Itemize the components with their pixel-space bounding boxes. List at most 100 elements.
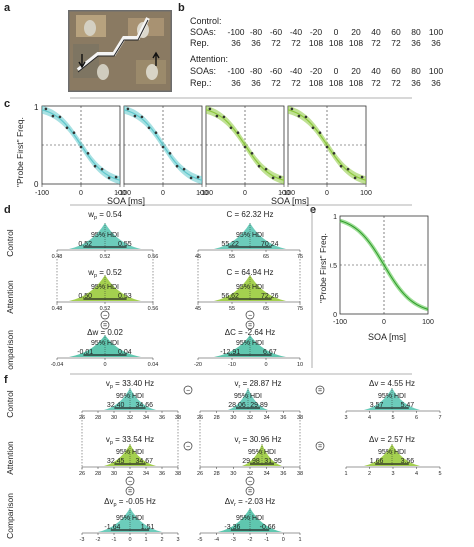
axis-tick-label: -0.04 <box>51 362 64 368</box>
axis-tick-label: -1 <box>264 537 269 543</box>
title-subscript: r <box>239 384 241 390</box>
axis-tick-label: -4 <box>214 537 219 543</box>
hdi-high: 3.56 <box>401 458 415 465</box>
posterior-title: vp = 33.40 Hz <box>106 379 154 390</box>
c-psychometric-plots: -100 0 100-100 0 100-100 0 100-100 0 100 <box>35 105 372 197</box>
row-label: Comparison <box>5 493 15 539</box>
data-point <box>147 126 151 130</box>
axis-tick-label: 38 <box>297 471 303 477</box>
hdi-label: 95% HDI <box>234 393 262 400</box>
posterior-title: wp = 0.54 <box>87 210 122 221</box>
c-subplot: -100 0 100 <box>281 105 372 197</box>
control-dv-posterior: Δv = 4.55 Hz 3.57 5.47 95% HDI 3 4 5 6 7 <box>344 379 441 421</box>
rep-cell: 108 <box>348 78 364 88</box>
e-ylabel: "Probe First" Freq. <box>318 233 328 303</box>
data-point <box>161 145 165 149</box>
title-subscript: r <box>234 502 236 508</box>
c-subplot: -100 0 100 <box>199 105 290 197</box>
soa-cell: 60 <box>391 66 401 76</box>
hdi-low: 55.22 <box>221 241 239 248</box>
x-tick-label: 0 <box>382 319 386 326</box>
x-tick-label: -100 <box>35 190 49 197</box>
soa-cell: 40 <box>371 66 381 76</box>
axis-tick-label: 28 <box>95 471 101 477</box>
hdi-label: 95% HDI <box>378 393 406 400</box>
hdi-high: 0.04 <box>118 349 132 356</box>
hdi-label: 95% HDI <box>91 232 119 239</box>
soa-cell: -80 <box>249 66 263 76</box>
axis-tick-label: 28 <box>214 415 220 421</box>
y-tick-label: 0 <box>333 312 337 319</box>
data-point <box>250 151 254 155</box>
rep-cell: 36 <box>231 38 241 48</box>
title-value: = 33.54 Hz <box>113 435 154 444</box>
hdi-high: 70.24 <box>261 241 279 248</box>
posterior-title: Δvp = -0.05 Hz <box>104 497 156 508</box>
soa-cell: -40 <box>289 66 303 76</box>
axis-tick-label: 26 <box>197 471 203 477</box>
c-xlabel-right: SOA [ms] <box>271 196 310 206</box>
data-point <box>360 175 364 179</box>
c-ytick-1: 1 <box>34 103 39 112</box>
attention-dv-posterior: Δv = 2.57 Hz 1.66 3.56 95% HDI 1 2 3 4 5 <box>344 435 441 477</box>
row-label: Attention <box>5 441 15 475</box>
comparison-c-posterior: ΔC = -2.64 Hz -12.91 6.67 95% HDI -20 -10 0 10 <box>194 328 303 368</box>
title-value: = -0.05 Hz <box>117 497 156 506</box>
x-tick-label: -100 <box>333 319 347 326</box>
axis-tick-label: 28 <box>214 471 220 477</box>
axis-tick-label: 3 <box>176 537 179 543</box>
x-tick-label: 100 <box>360 190 372 197</box>
data-point <box>196 175 200 179</box>
posterior-title: C = 62.32 Hz <box>227 210 274 219</box>
data-point <box>325 145 329 149</box>
data-point <box>346 167 350 171</box>
attention-soas-row: -100 -80 -60 -40 -20 0 20 40 60 80 100 <box>226 66 446 76</box>
axis-tick-label: -1 <box>112 537 117 543</box>
title-value: = -2.03 Hz <box>236 497 275 506</box>
rep-cell: 108 <box>348 38 364 48</box>
panel-label-b: b <box>178 2 185 14</box>
row-label: Attention <box>5 280 15 314</box>
hdi-low: 32.40 <box>107 402 125 409</box>
data-point <box>114 175 118 179</box>
axis-tick-label: 36 <box>159 471 165 477</box>
axis-tick-label: -2 <box>96 537 101 543</box>
operator-symbol: − <box>186 444 190 451</box>
data-point <box>86 151 90 155</box>
axis-tick-label: 0.04 <box>148 362 159 368</box>
soa-cell: 60 <box>391 27 401 37</box>
data-point <box>100 167 104 171</box>
rep-cell: 108 <box>308 78 324 88</box>
hdi-high: 1.51 <box>141 524 155 531</box>
title-symbol: Δv <box>225 497 234 506</box>
row-label: Control <box>5 229 15 257</box>
axis-tick-label: 10 <box>297 362 303 368</box>
y-tick-label: 0.5 <box>330 263 337 270</box>
axis-tick-label: 3 <box>344 415 347 421</box>
control-rep-row: 36 36 72 72 108 108 108 72 72 36 36 <box>226 38 446 48</box>
panel-label-d: d <box>4 204 11 216</box>
soa-cell: -60 <box>269 27 283 37</box>
title-symbol: v <box>106 379 110 388</box>
hdi-low: -3.36 <box>224 524 240 531</box>
hdi-low: -12.91 <box>220 349 240 356</box>
axis-tick-label: 65 <box>263 306 269 312</box>
data-point <box>168 151 172 155</box>
comparison-vp-posterior: Δvp = -0.05 Hz -1.64 1.51 95% HDI -3 -2 -1 0 1 2 3 <box>80 497 180 543</box>
soa-cell: -80 <box>249 27 263 37</box>
hdi-high: 29.89 <box>250 402 268 409</box>
axis-tick-label: 55 <box>229 306 235 312</box>
title-subscript: p <box>94 215 97 221</box>
attention-title: Attention: <box>190 54 229 64</box>
operator-symbol: = <box>248 489 252 496</box>
title-symbol: Δv <box>104 497 113 506</box>
axis-tick-label: 34 <box>143 471 149 477</box>
operator-symbol: − <box>128 479 132 486</box>
axis-tick-label: 45 <box>195 306 201 312</box>
data-point <box>311 126 315 130</box>
panel-label-f: f <box>4 374 8 386</box>
title-symbol: v <box>235 435 239 444</box>
data-point <box>133 114 137 118</box>
